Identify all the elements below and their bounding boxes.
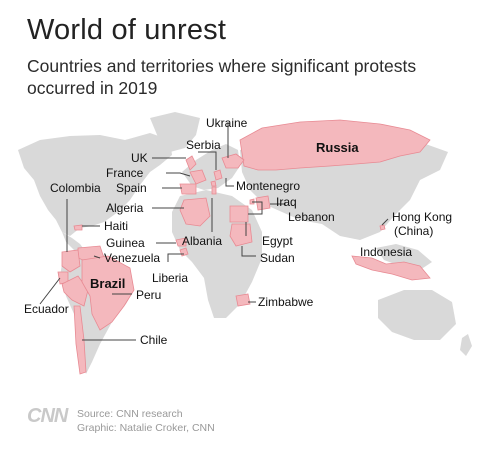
chile-shape — [73, 305, 87, 375]
new-zealand-land — [460, 334, 472, 356]
label-indonesia: Indonesia — [360, 245, 412, 259]
iraq-shape — [255, 195, 271, 211]
montenegro-shape — [210, 180, 217, 187]
australia-land — [378, 290, 456, 340]
label-guinea: Guinea — [106, 236, 145, 250]
serbia-shape — [213, 169, 223, 181]
label-montenegro: Montenegro — [236, 179, 300, 193]
uk-shape — [185, 155, 197, 171]
footer-credits: Source: CNN research Graphic: Natalie Cr… — [77, 407, 337, 435]
hong-kong-shape — [379, 224, 386, 231]
graphic-credit: Graphic: Natalie Croker, CNN — [77, 422, 215, 434]
label-serbia: Serbia — [186, 138, 221, 152]
label-hong-kong-2: (China) — [394, 224, 433, 238]
indonesia-shape — [351, 255, 431, 281]
map-title: World of unrest — [27, 14, 227, 46]
north-america-land — [18, 133, 172, 236]
source-credit: Source: CNN research — [77, 408, 183, 420]
spain-shape — [179, 183, 197, 195]
label-venezuela: Venezuela — [104, 251, 160, 265]
label-peru: Peru — [136, 288, 161, 302]
label-sudan: Sudan — [260, 251, 295, 265]
egypt-shape — [229, 205, 249, 223]
label-haiti: Haiti — [104, 219, 128, 233]
france-shape — [189, 169, 207, 185]
label-ecuador: Ecuador — [24, 302, 69, 316]
label-chile: Chile — [140, 333, 168, 347]
leader-lines — [39, 122, 389, 341]
label-liberia: Liberia — [152, 271, 188, 285]
label-ukraine: Ukraine — [206, 116, 248, 130]
protest-territories — [57, 119, 431, 375]
country-labels: Ukraine Russia Serbia UK France Colombia… — [24, 116, 452, 347]
russia-shape — [239, 119, 431, 171]
label-egypt: Egypt — [262, 234, 293, 248]
label-iraq: Iraq — [276, 195, 297, 209]
brazil-shape — [81, 255, 135, 331]
se-asia-islands-land — [376, 244, 432, 270]
guinea-shape — [175, 237, 187, 247]
label-hong-kong-1: Hong Kong — [392, 210, 452, 224]
label-russia: Russia — [316, 140, 359, 155]
colombia-shape — [61, 249, 81, 273]
label-algeria: Algeria — [106, 201, 144, 215]
label-albania: Albania — [182, 234, 222, 248]
liberia-shape — [179, 247, 189, 257]
label-france: France — [106, 166, 144, 180]
map-subtitle: Countries and territories where signific… — [27, 56, 417, 98]
label-zimbabwe: Zimbabwe — [258, 295, 314, 309]
label-spain: Spain — [116, 181, 147, 195]
label-lebanon: Lebanon — [288, 210, 335, 224]
label-colombia: Colombia — [50, 181, 101, 195]
greenland-land — [150, 112, 200, 152]
zimbabwe-shape — [235, 293, 251, 307]
peru-shape — [61, 275, 89, 307]
haiti-shape — [73, 224, 83, 231]
albania-shape — [211, 186, 217, 195]
label-brazil: Brazil — [90, 276, 125, 291]
label-uk: UK — [131, 151, 148, 165]
cnn-logo: CNN — [27, 405, 68, 427]
algeria-shape — [179, 197, 211, 227]
